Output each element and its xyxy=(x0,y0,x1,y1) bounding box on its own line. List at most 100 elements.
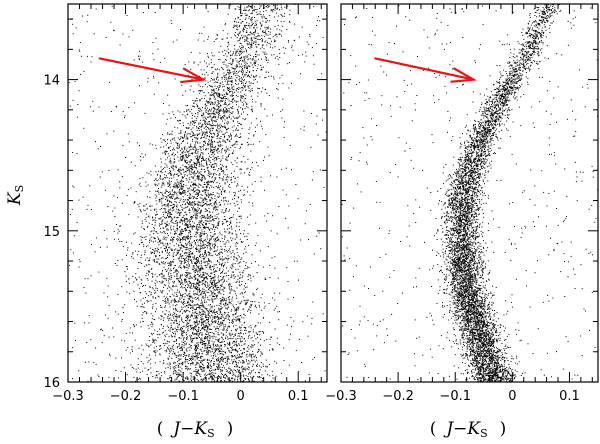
star-point xyxy=(232,99,233,100)
star-point xyxy=(168,318,169,319)
star-point xyxy=(171,323,172,324)
star-point xyxy=(214,177,215,178)
star-point xyxy=(289,62,290,63)
star-point xyxy=(199,308,200,309)
star-point xyxy=(204,69,205,70)
star-point xyxy=(205,217,206,218)
star-point xyxy=(203,324,204,325)
star-point xyxy=(272,371,273,372)
star-point xyxy=(212,176,213,177)
star-point xyxy=(244,338,245,339)
star-point xyxy=(319,233,320,234)
star-point xyxy=(188,304,189,305)
star-point xyxy=(227,328,228,329)
star-point xyxy=(157,251,158,252)
star-point xyxy=(196,185,197,186)
star-point xyxy=(183,340,184,341)
star-point xyxy=(196,127,197,128)
star-point xyxy=(148,325,149,326)
star-point xyxy=(143,349,144,350)
star-point xyxy=(189,369,190,370)
star-point xyxy=(237,183,238,184)
star-point xyxy=(232,67,233,68)
star-point xyxy=(260,339,261,340)
star-point xyxy=(222,121,223,122)
star-point xyxy=(276,306,277,307)
star-point xyxy=(217,328,218,329)
star-point xyxy=(145,311,146,312)
star-point xyxy=(157,282,158,283)
star-point xyxy=(252,111,253,112)
star-point xyxy=(293,50,294,51)
star-point xyxy=(211,306,212,307)
star-point xyxy=(199,284,200,285)
star-point xyxy=(134,59,135,60)
star-point xyxy=(217,73,218,74)
star-point xyxy=(231,240,232,241)
star-point xyxy=(242,109,243,110)
star-point xyxy=(226,315,227,316)
star-point xyxy=(150,345,151,346)
star-point xyxy=(267,42,268,43)
star-point xyxy=(212,181,213,182)
star-point xyxy=(159,241,160,242)
star-point xyxy=(223,30,224,31)
star-point xyxy=(237,118,238,119)
star-point xyxy=(208,124,209,125)
star-point xyxy=(197,172,198,173)
star-point xyxy=(170,170,171,171)
star-point xyxy=(205,247,206,248)
star-point xyxy=(189,172,190,173)
star-point xyxy=(142,304,143,305)
star-point xyxy=(197,153,198,154)
star-point xyxy=(198,245,199,246)
star-point xyxy=(187,168,188,169)
star-point xyxy=(141,283,142,284)
star-point xyxy=(174,295,175,296)
star-point xyxy=(259,372,260,373)
star-point xyxy=(150,252,151,253)
star-point xyxy=(208,321,209,322)
star-point xyxy=(207,354,208,355)
star-point xyxy=(224,380,225,381)
star-point xyxy=(184,311,185,312)
star-point xyxy=(188,189,189,190)
star-point xyxy=(293,297,294,298)
star-point xyxy=(212,374,213,375)
star-point xyxy=(219,221,220,222)
star-point xyxy=(185,282,186,283)
star-point xyxy=(181,327,182,328)
star-point xyxy=(158,249,159,250)
star-point xyxy=(232,91,233,92)
star-point xyxy=(233,59,234,60)
star-point xyxy=(91,209,92,210)
star-point xyxy=(88,205,89,206)
star-point xyxy=(163,245,164,246)
star-point xyxy=(183,215,184,216)
star-point xyxy=(224,212,225,213)
star-point xyxy=(242,102,243,103)
star-point xyxy=(177,188,178,189)
star-point xyxy=(252,351,253,352)
star-point xyxy=(222,77,223,78)
star-point xyxy=(311,113,312,114)
star-point xyxy=(160,147,161,148)
star-point xyxy=(184,161,185,162)
star-point xyxy=(143,363,144,364)
star-point xyxy=(211,273,212,274)
star-point xyxy=(200,332,201,333)
star-point xyxy=(242,356,243,357)
star-point xyxy=(243,31,244,32)
star-point xyxy=(268,26,269,27)
star-point xyxy=(169,255,170,256)
star-point xyxy=(208,252,209,253)
star-point xyxy=(167,257,168,258)
star-point xyxy=(225,98,226,99)
star-point xyxy=(214,203,215,204)
star-point xyxy=(154,94,155,95)
star-point xyxy=(170,331,171,332)
star-point xyxy=(182,152,183,153)
star-point xyxy=(243,270,244,271)
star-point xyxy=(208,193,209,194)
star-point xyxy=(163,239,164,240)
